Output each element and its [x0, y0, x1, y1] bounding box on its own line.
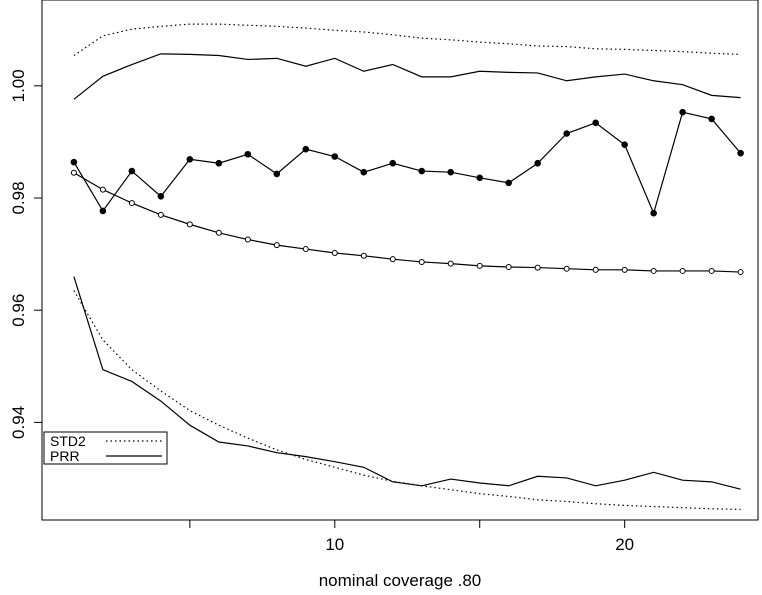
series-line [73, 276, 741, 490]
point [302, 145, 310, 153]
point [99, 207, 107, 215]
point [70, 158, 78, 166]
point [534, 264, 541, 271]
series-line [73, 23, 741, 57]
point [331, 153, 339, 160]
point [186, 221, 193, 228]
legend-label: PRR [50, 448, 80, 464]
point [331, 249, 338, 256]
series-line [73, 290, 741, 510]
point [534, 159, 541, 167]
x-tick-label: 10 [325, 535, 344, 554]
point [157, 193, 165, 200]
point [708, 115, 715, 123]
point [244, 150, 252, 158]
point [737, 149, 744, 157]
legend-label: STD2 [50, 433, 86, 449]
point [679, 267, 686, 274]
point [418, 258, 425, 265]
point [302, 246, 309, 253]
legend-box [43, 431, 168, 465]
point [505, 179, 513, 187]
point [273, 242, 280, 249]
point [360, 252, 367, 259]
point [389, 256, 396, 263]
y-tick-label: 0.98 [9, 181, 28, 214]
point [128, 200, 135, 207]
series-line [73, 172, 741, 273]
y-tick-label: 0.94 [9, 406, 28, 439]
point [215, 159, 223, 167]
point [737, 269, 744, 276]
point [418, 167, 426, 175]
point [389, 159, 397, 167]
point [273, 170, 281, 178]
point [215, 229, 222, 236]
point [592, 266, 599, 273]
point [99, 186, 106, 193]
y-tick-label: 1.00 [9, 69, 28, 102]
x-axis-label: nominal coverage .80 [319, 571, 482, 590]
point [186, 156, 194, 163]
point [563, 130, 570, 137]
point [360, 168, 368, 176]
plot-frame [41, 0, 759, 521]
x-tick-label: 20 [615, 535, 634, 554]
y-tick-label: 0.96 [9, 294, 28, 327]
point [621, 141, 628, 149]
point [447, 260, 454, 267]
point [563, 265, 570, 272]
point [592, 119, 599, 127]
point [476, 262, 483, 269]
point [708, 267, 715, 274]
point [447, 168, 455, 176]
point [650, 267, 657, 274]
point [679, 108, 686, 116]
point [621, 266, 628, 273]
point [244, 236, 251, 243]
point [505, 264, 512, 271]
point [157, 211, 164, 218]
point [70, 169, 77, 176]
point [476, 174, 484, 182]
point [650, 209, 657, 217]
series-line [73, 53, 741, 100]
series-line [73, 111, 742, 215]
point [128, 167, 136, 175]
